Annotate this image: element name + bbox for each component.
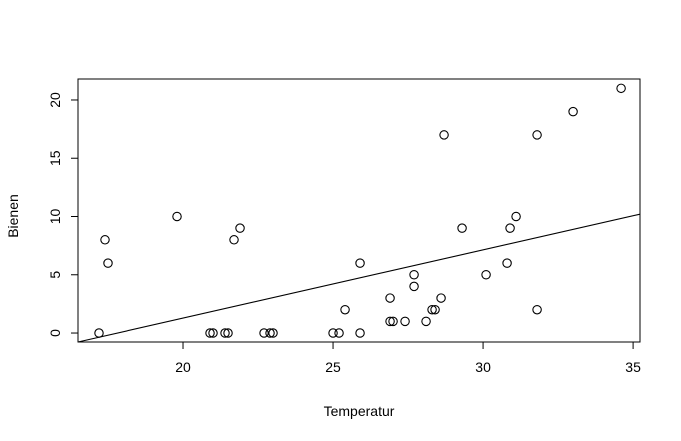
y-tick-label: 15	[47, 150, 63, 166]
x-tick-label: 25	[325, 359, 341, 375]
y-tick-label: 0	[47, 329, 63, 337]
data-point	[208, 328, 218, 338]
data-point	[220, 328, 230, 338]
data-point	[355, 258, 365, 268]
data-point	[94, 328, 104, 338]
data-point	[103, 258, 113, 268]
data-point	[385, 293, 395, 303]
data-point	[385, 316, 395, 327]
y-axis-label: Bienen	[5, 194, 21, 238]
data-point	[355, 328, 365, 338]
data-point	[235, 223, 245, 233]
data-point	[568, 106, 578, 117]
y-tick-label: 10	[47, 209, 63, 225]
data-point	[388, 316, 398, 327]
data-point	[532, 304, 542, 315]
data-point	[205, 328, 215, 338]
x-tick-label: 30	[475, 359, 491, 375]
data-point	[265, 328, 275, 338]
data-point	[334, 328, 344, 338]
data-point	[616, 83, 626, 94]
data-point	[259, 328, 269, 338]
data-point	[436, 293, 446, 303]
data-point	[409, 281, 419, 292]
data-point	[400, 316, 410, 327]
data-point	[457, 223, 467, 233]
data-point	[532, 130, 542, 140]
data-point	[409, 270, 419, 280]
data-point	[430, 304, 440, 315]
y-tick-label: 20	[47, 92, 63, 108]
x-axis-label: Temperatur	[324, 403, 395, 419]
data-point	[340, 304, 350, 315]
x-axis: 20 25 30 35	[175, 341, 641, 375]
data-point	[421, 316, 431, 327]
regression-line	[77, 213, 641, 343]
data-point	[427, 304, 437, 315]
data-point	[268, 328, 278, 338]
data-point	[481, 270, 491, 280]
data-point	[502, 258, 512, 268]
data-point	[439, 130, 449, 140]
data-point	[100, 235, 110, 245]
y-tick-label: 5	[47, 271, 63, 279]
x-tick-label: 20	[175, 359, 191, 375]
data-point	[223, 328, 233, 338]
plot-box	[77, 78, 641, 343]
data-point	[328, 328, 338, 338]
data-point	[229, 235, 239, 245]
data-point	[172, 211, 182, 222]
x-tick-label: 35	[625, 359, 641, 375]
data-points	[94, 83, 626, 338]
y-axis: 0 5 10 15 20	[47, 92, 79, 337]
data-point	[511, 211, 521, 222]
data-point	[505, 223, 515, 233]
